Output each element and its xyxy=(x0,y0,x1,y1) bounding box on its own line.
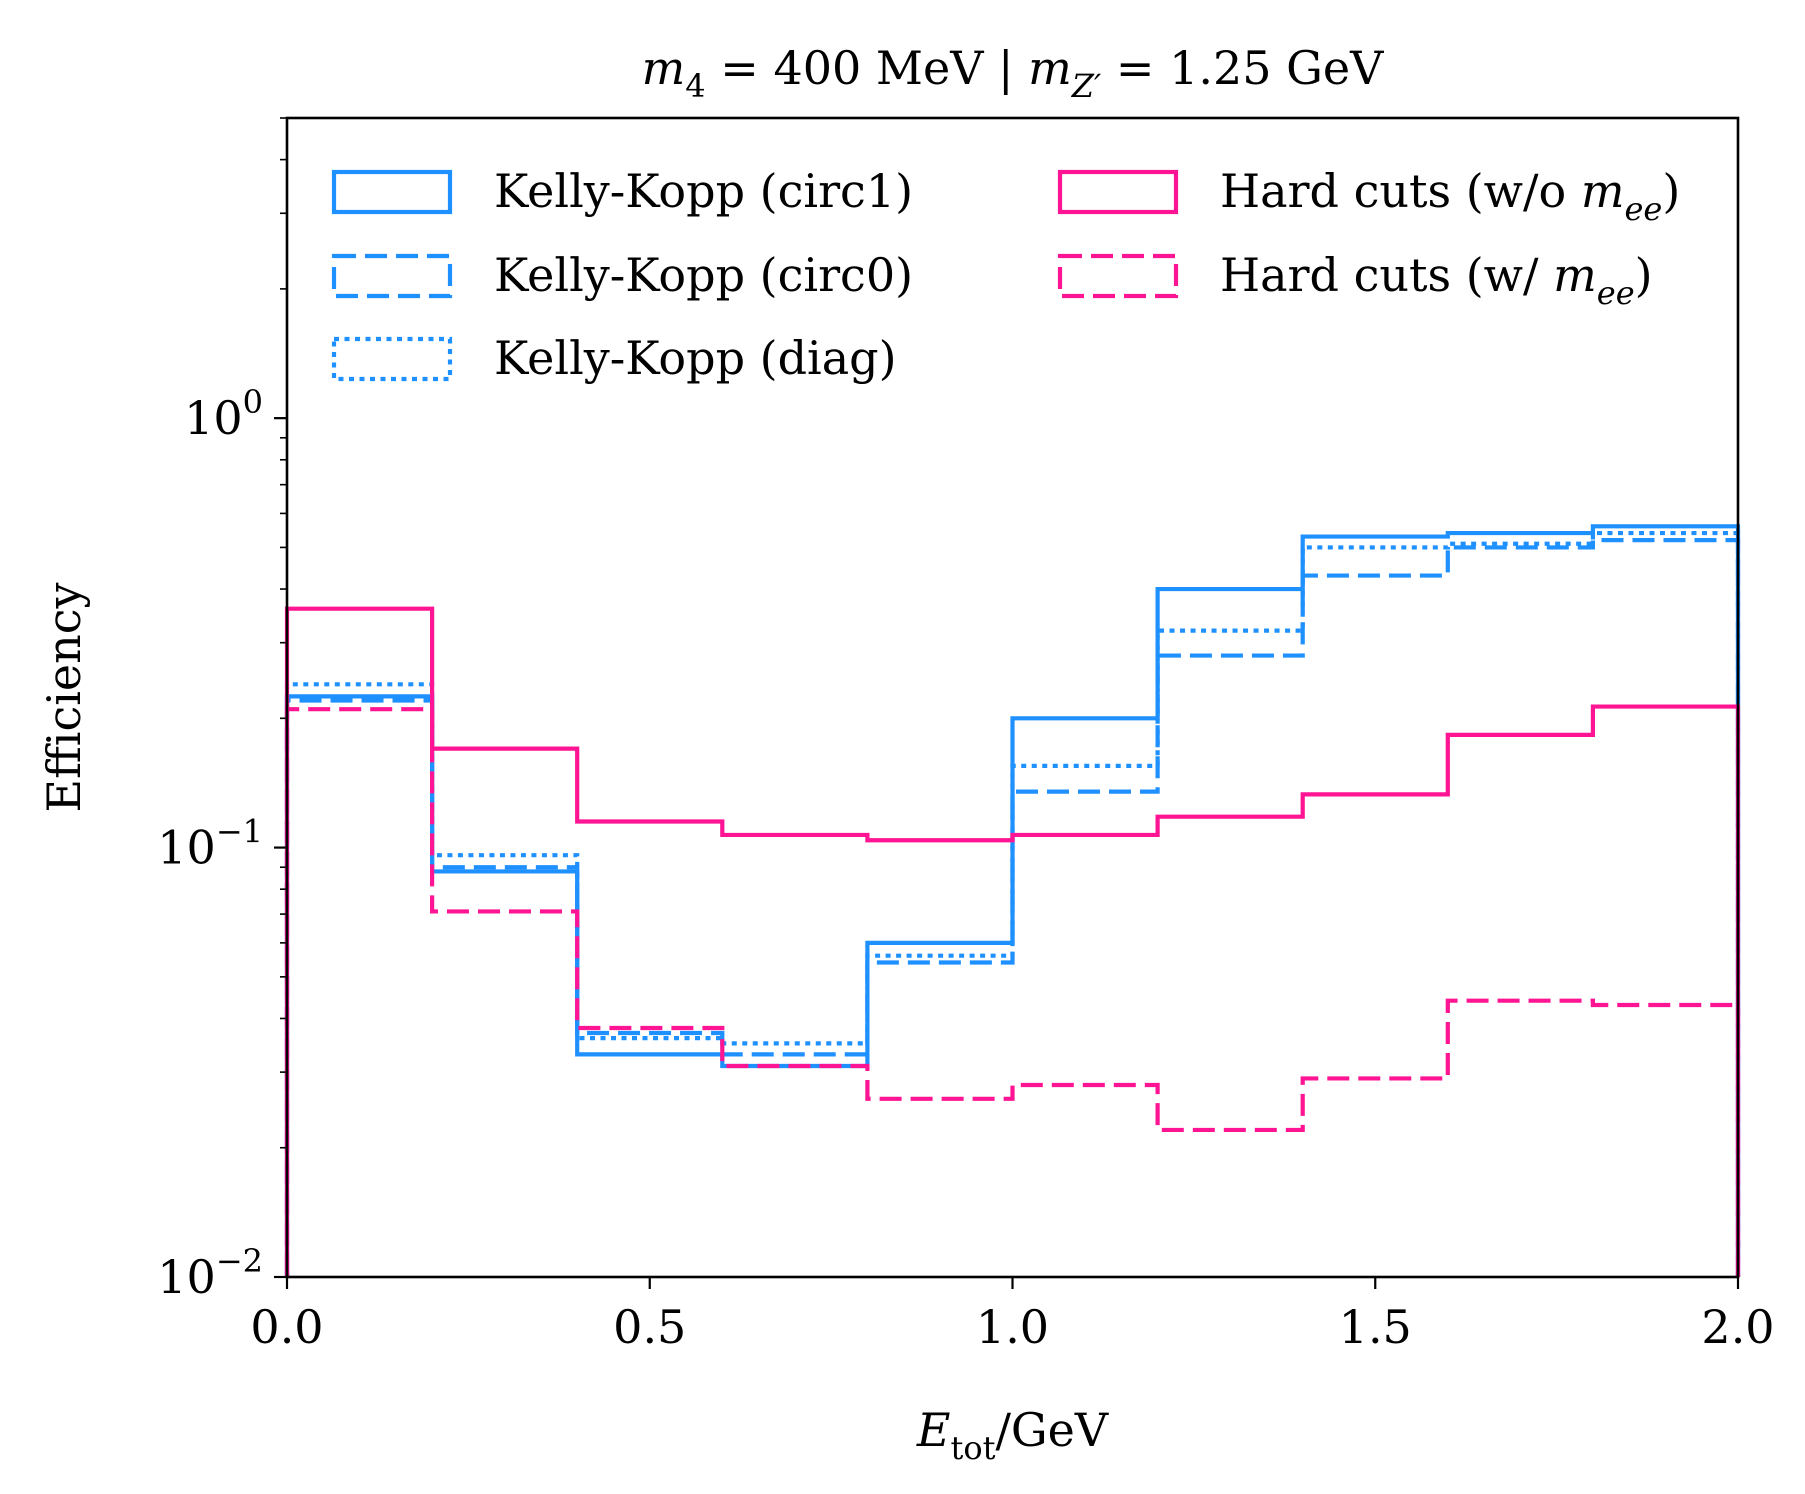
legend-label-5: Hard cuts (w/ mee) xyxy=(1220,248,1653,312)
y-tick-label: 100 xyxy=(184,383,263,445)
x-axis-label: Etot/GeV xyxy=(916,1403,1109,1467)
x-tick-label: 1.5 xyxy=(1339,1300,1412,1354)
legend-handle-2 xyxy=(331,253,453,299)
legend: Kelly-Kopp (circ1) Kelly-Kopp (circ0) Kell… xyxy=(331,164,1680,385)
legend-handle-5 xyxy=(1057,253,1179,299)
x-tick-label: 1.0 xyxy=(976,1300,1049,1354)
series-line-4 xyxy=(284,606,1741,1277)
label-layer: m4 = 400 MeV | mZ′ = 1.25 GeV Etot/GeV Eff… xyxy=(37,41,1384,1467)
y-tick-label: 10−2 xyxy=(157,1242,263,1304)
y-tick-label: 10−1 xyxy=(157,813,263,875)
legend-label-4: Hard cuts (w/o mee) xyxy=(1220,164,1680,228)
axes-layer: 0.0 0.5 1.0 1.5 2.0 100 10−1 10−2 xyxy=(157,116,1775,1354)
series-layer xyxy=(284,524,1741,1277)
chart-title: m4 = 400 MeV | mZ′ = 1.25 GeV xyxy=(642,41,1384,105)
legend-handle-3 xyxy=(331,336,453,382)
legend-label-1: Kelly-Kopp (circ1) xyxy=(494,164,913,218)
legend-label-2: Kelly-Kopp (circ0) xyxy=(494,248,913,302)
legend-handle-4 xyxy=(1057,169,1179,215)
x-tick-label: 2.0 xyxy=(1701,1300,1774,1354)
legend-handle-1 xyxy=(331,169,453,215)
legend-label-3: Kelly-Kopp (diag) xyxy=(494,331,897,385)
series-line-2 xyxy=(284,538,1741,1277)
series-line-5 xyxy=(284,707,1741,1277)
series-line-3 xyxy=(284,530,1741,1277)
x-tick-label: 0.0 xyxy=(250,1300,323,1354)
x-tick-label: 0.5 xyxy=(613,1300,686,1354)
y-axis-label: Efficiency xyxy=(37,582,91,812)
